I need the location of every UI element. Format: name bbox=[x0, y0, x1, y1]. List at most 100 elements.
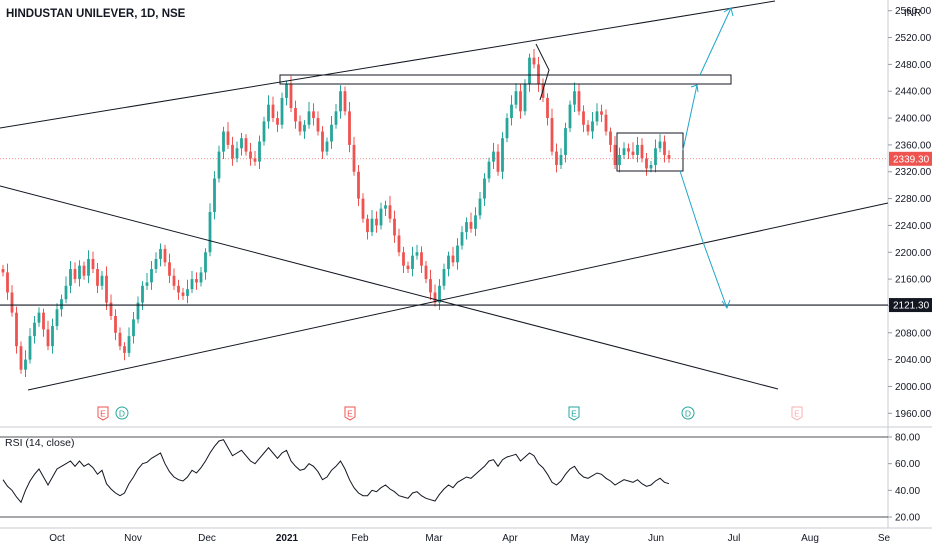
event-marker-label: E bbox=[100, 409, 106, 419]
candle-body bbox=[586, 124, 590, 132]
time-tick-label: 2021 bbox=[276, 533, 299, 544]
candle-body bbox=[424, 265, 428, 280]
candle-body bbox=[289, 84, 293, 108]
candle-body bbox=[402, 252, 405, 266]
time-tick-label: Apr bbox=[502, 533, 518, 544]
rsi-title: RSI (14, close) bbox=[5, 437, 75, 449]
candle-body bbox=[249, 151, 252, 159]
rsi-tick-label: 20.00 bbox=[895, 513, 920, 524]
time-tick-label: Jun bbox=[648, 533, 664, 544]
price-tick-label: 2000.00 bbox=[895, 382, 932, 393]
candle-body bbox=[172, 275, 176, 286]
last-price-badge bbox=[889, 151, 932, 166]
candle-body bbox=[195, 279, 198, 283]
candle-body bbox=[141, 285, 144, 303]
price-tick-label: 2240.00 bbox=[895, 221, 932, 232]
candle-body bbox=[253, 158, 257, 162]
candle-body bbox=[51, 326, 54, 347]
candle-body bbox=[136, 302, 140, 320]
candle-body bbox=[190, 279, 194, 290]
support-label: 2121.30 bbox=[893, 301, 930, 312]
price-tick-label: 2560.00 bbox=[895, 6, 932, 17]
arrowhead-mid bbox=[690, 84, 699, 93]
candle-body bbox=[388, 205, 392, 219]
target-arrow-up-2 bbox=[699, 7, 732, 76]
candle-body bbox=[330, 124, 333, 142]
candle-body bbox=[339, 91, 342, 112]
candle-body bbox=[478, 198, 482, 216]
candle-body bbox=[285, 84, 288, 98]
earnings-marker bbox=[568, 406, 580, 421]
time-tick-label: Dec bbox=[198, 533, 216, 544]
candle-body bbox=[262, 121, 266, 142]
candle-body bbox=[298, 121, 302, 132]
candle-body bbox=[370, 218, 374, 233]
earnings-marker bbox=[344, 406, 356, 421]
candle-body bbox=[366, 218, 369, 233]
trend-drawings[interactable] bbox=[0, 0, 889, 391]
candle-body bbox=[595, 111, 599, 122]
candle-body bbox=[168, 262, 171, 276]
candle-body bbox=[393, 218, 396, 236]
target-arrow-down-2 bbox=[702, 241, 728, 309]
candle-body bbox=[532, 57, 536, 65]
candle-body bbox=[42, 312, 45, 330]
candle-body bbox=[321, 131, 324, 152]
candle-body bbox=[114, 316, 117, 333]
chart-title: HINDUSTAN UNILEVER, 1D, NSE bbox=[6, 8, 186, 20]
candle-body bbox=[6, 272, 9, 293]
descending-trend-line bbox=[0, 185, 779, 390]
candle-body bbox=[204, 252, 207, 273]
event-marker-label: E bbox=[347, 409, 353, 419]
candle-body bbox=[226, 131, 230, 145]
rsi-tick-label: 80.00 bbox=[895, 433, 920, 444]
candle-body bbox=[316, 118, 320, 132]
candle-body bbox=[96, 269, 99, 286]
candle-body bbox=[213, 178, 216, 212]
candle-body bbox=[123, 346, 126, 353]
candle-body bbox=[10, 292, 14, 313]
price-tick-label: 2520.00 bbox=[895, 33, 932, 44]
candle-body bbox=[267, 104, 270, 122]
price-tick-label: 2480.00 bbox=[895, 60, 932, 71]
candle-body bbox=[154, 258, 158, 270]
candle-body bbox=[582, 111, 585, 125]
candle-body bbox=[631, 151, 635, 155]
candle-body bbox=[325, 141, 329, 152]
time-tick-label: Nov bbox=[124, 533, 142, 544]
candle-body bbox=[208, 212, 212, 253]
candle-body bbox=[645, 158, 648, 169]
candle-body bbox=[159, 248, 162, 259]
candle-body bbox=[537, 64, 540, 85]
candle-body bbox=[100, 275, 104, 286]
candle-body bbox=[546, 97, 549, 119]
candle-body bbox=[460, 232, 464, 246]
candle-body bbox=[465, 222, 468, 233]
candle-body bbox=[510, 104, 513, 119]
candle-body bbox=[145, 282, 149, 286]
candle-body bbox=[591, 121, 594, 132]
candle-body bbox=[442, 269, 446, 286]
candle-body bbox=[294, 108, 297, 122]
candle-body bbox=[487, 161, 491, 179]
candlesticks bbox=[1, 48, 671, 378]
candle-body bbox=[397, 235, 401, 253]
upper-channel-line bbox=[0, 0, 776, 129]
candle-body bbox=[429, 279, 432, 293]
candle-body bbox=[352, 144, 356, 172]
time-tick-label: Oct bbox=[49, 533, 65, 544]
candle-body bbox=[573, 91, 576, 105]
candle-body bbox=[613, 144, 617, 166]
candle-body bbox=[15, 312, 18, 347]
candle-body bbox=[568, 104, 572, 129]
candle-body bbox=[127, 336, 131, 353]
candle-body bbox=[91, 258, 95, 270]
candle-body bbox=[483, 178, 486, 199]
candle-body bbox=[343, 91, 347, 112]
candle-body bbox=[307, 111, 311, 125]
candle-body bbox=[667, 154, 671, 159]
candle-body bbox=[177, 285, 180, 293]
rsi-line bbox=[2, 439, 670, 504]
